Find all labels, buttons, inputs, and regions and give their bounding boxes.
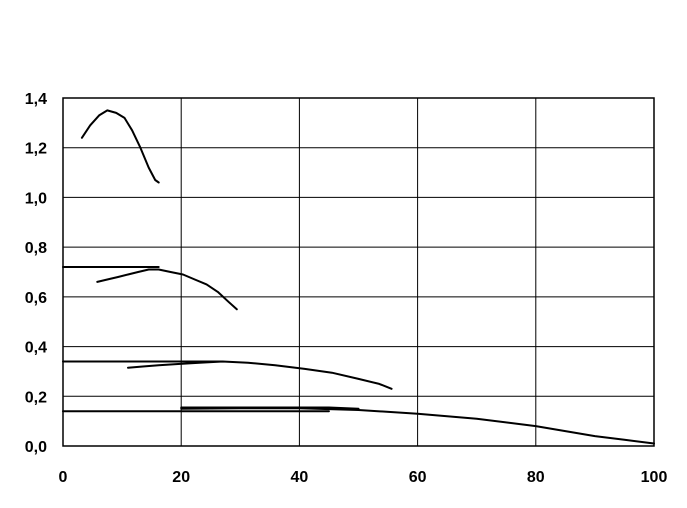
y-tick-label: 0,6 [25,290,47,307]
y-tick-label: 0,2 [25,389,47,406]
series-line-8 [180,407,655,445]
y-tick-label: 0,8 [25,240,47,257]
x-tick-label: 20 [172,469,190,486]
x-tick-label: 60 [409,469,427,486]
grid [63,98,654,446]
y-tick-label: 0,0 [25,439,47,456]
y-tick-label: 1,0 [25,190,47,207]
series-group [62,109,655,445]
plot-frame [62,97,655,447]
plot-border [62,97,655,447]
series-line-5 [127,360,393,390]
x-tick-label: 40 [291,469,309,486]
series-line-3 [96,268,238,311]
y-tick-label: 0,4 [25,340,47,357]
x-tick-label: 100 [641,469,668,486]
x-tick-label: 80 [527,469,545,486]
x-axis-tick-labels: 0 20 40 60 80 100 [59,469,668,486]
series-line-1 [80,109,160,184]
y-tick-label: 1,4 [25,91,47,108]
y-axis-tick-labels: 0,0 0,2 0,4 0,6 0,8 1,0 1,2 1,4 [25,91,47,456]
y-tick-label: 1,2 [25,141,47,158]
x-tick-label: 0 [59,469,68,486]
